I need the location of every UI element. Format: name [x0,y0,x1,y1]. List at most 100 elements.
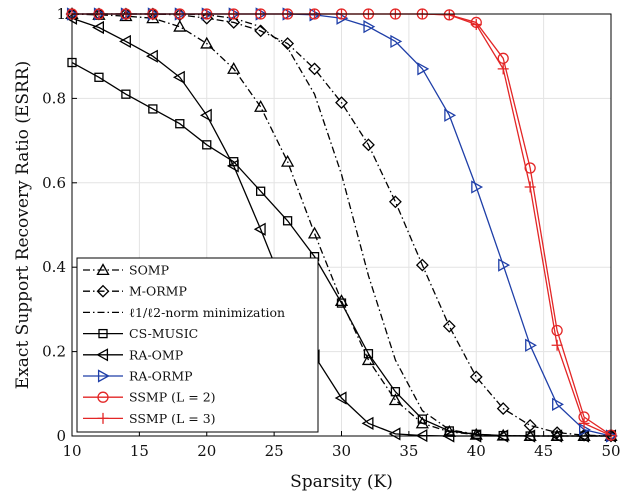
series-1-point [523,419,537,432]
series-0-point [334,294,349,307]
series-0-point [96,263,110,276]
series-0-point [227,62,241,74]
x-tick-label: 20 [197,442,216,460]
y-tick-label: 1 [56,5,66,23]
series-3-point [175,119,185,129]
series-4-point [199,108,212,122]
series-6-point [497,52,509,64]
series-0-point [361,353,376,366]
series-5-point [390,34,403,49]
x-tick-label: 15 [130,442,149,460]
series-5-point [498,258,511,272]
y-tick-label: 0.6 [42,174,66,192]
series-4-point [361,416,374,430]
series-3-point [94,72,104,82]
x-tick-label: 50 [601,442,620,460]
series-1-point [388,195,402,209]
series-1-point [496,402,510,415]
series-7-point [97,412,109,424]
series-1-point [96,284,110,298]
legend-label: SSMP (L = 3) [129,411,216,426]
series-4-point [146,49,158,63]
series-7-point [551,339,563,351]
x-tick-label: 35 [399,442,418,460]
series-0-point [280,154,295,167]
y-axis-label: Exact Support Recovery Ratio (ESRR) [13,61,33,389]
series-4-point [253,222,266,236]
series-0-point [307,226,322,239]
y-tick-label: 0 [56,427,66,445]
series-7-point [578,417,590,429]
series-6-point [524,162,536,174]
legend-item: ℓ1/ℓ2-norm minimization [83,305,285,320]
legend-item: RA-ORMP [83,369,193,384]
series-0-point [200,36,214,49]
series-1-point [442,319,456,333]
series-7-point [497,63,509,75]
series-3-point [363,349,374,359]
series-1-point [308,62,321,76]
series-4-point [226,159,239,173]
y-tick-label: 0.2 [42,343,66,361]
series-1-point [227,16,241,29]
x-axis-label-text: Sparsity (K) [290,472,393,492]
series-3-point [148,104,158,114]
series-3-point [98,328,108,339]
series-1-point [362,138,375,152]
series-6-point [97,391,109,403]
legend-label: RA-ORMP [129,369,193,384]
series-3-point [255,186,266,196]
series-5-point [525,338,537,352]
series-4-point [96,348,109,362]
series-5-point [363,20,376,34]
series-5-point [417,62,430,76]
series-3-point [282,216,293,226]
series-5-point [552,397,564,411]
legend-item: SSMP (L = 2) [83,390,216,405]
series-3-point [121,89,131,99]
series-4-point [334,391,347,405]
x-tick-label: 40 [467,442,486,460]
y-tick-label: 0.4 [42,258,66,276]
series-5-point [471,180,484,194]
series-7-point [470,19,482,31]
legend: SOMP M-ORMP ℓ1/ℓ2-norm minimization CS-MUSI… [76,257,319,433]
series-5-point [97,369,110,383]
series-7-point [524,181,536,193]
x-tick-label: 45 [534,442,553,460]
legend-label: ℓ1/ℓ2-norm minimization [129,305,285,320]
series-4-point [119,34,131,49]
series-1-point [469,370,483,384]
series-0-point [388,393,403,406]
legend-item: SOMP [83,263,169,278]
legend-box [76,257,319,433]
series-5-point [444,108,457,122]
series-3-point [417,414,428,424]
series-1-point [415,258,429,272]
series-1-point [335,96,348,110]
x-tick-label: 10 [62,442,81,460]
x-tick-label: 30 [332,442,351,460]
series-3-point [202,140,212,150]
ticks: 10 15 20 25 30 35 40 45 50 0 0.2 0.4 0.6 0.8 1 [42,5,620,460]
legend-item: M-ORMP [83,284,187,299]
legend-label: SOMP [129,263,169,278]
legend-item: RA-OMP [83,347,183,362]
series-1-point [281,37,295,50]
series-3-point [390,387,401,397]
series-4-point [388,427,401,441]
series-0-point [254,100,268,112]
series-6-point [551,324,563,337]
y-tick-label: 0.8 [42,89,66,107]
series-4-point [172,70,185,84]
legend-item: SSMP (L = 3) [83,411,216,426]
legend-label: M-ORMP [129,284,187,299]
legend-item: CS-MUSIC [83,326,198,341]
legend-label: RA-OMP [129,347,183,362]
x-axis-label: Sparsity (K) [290,472,393,492]
series-7-point [443,9,455,21]
x-tick-label: 25 [265,442,284,460]
legend-label: CS-MUSIC [129,326,198,341]
series-4-point [92,20,104,35]
